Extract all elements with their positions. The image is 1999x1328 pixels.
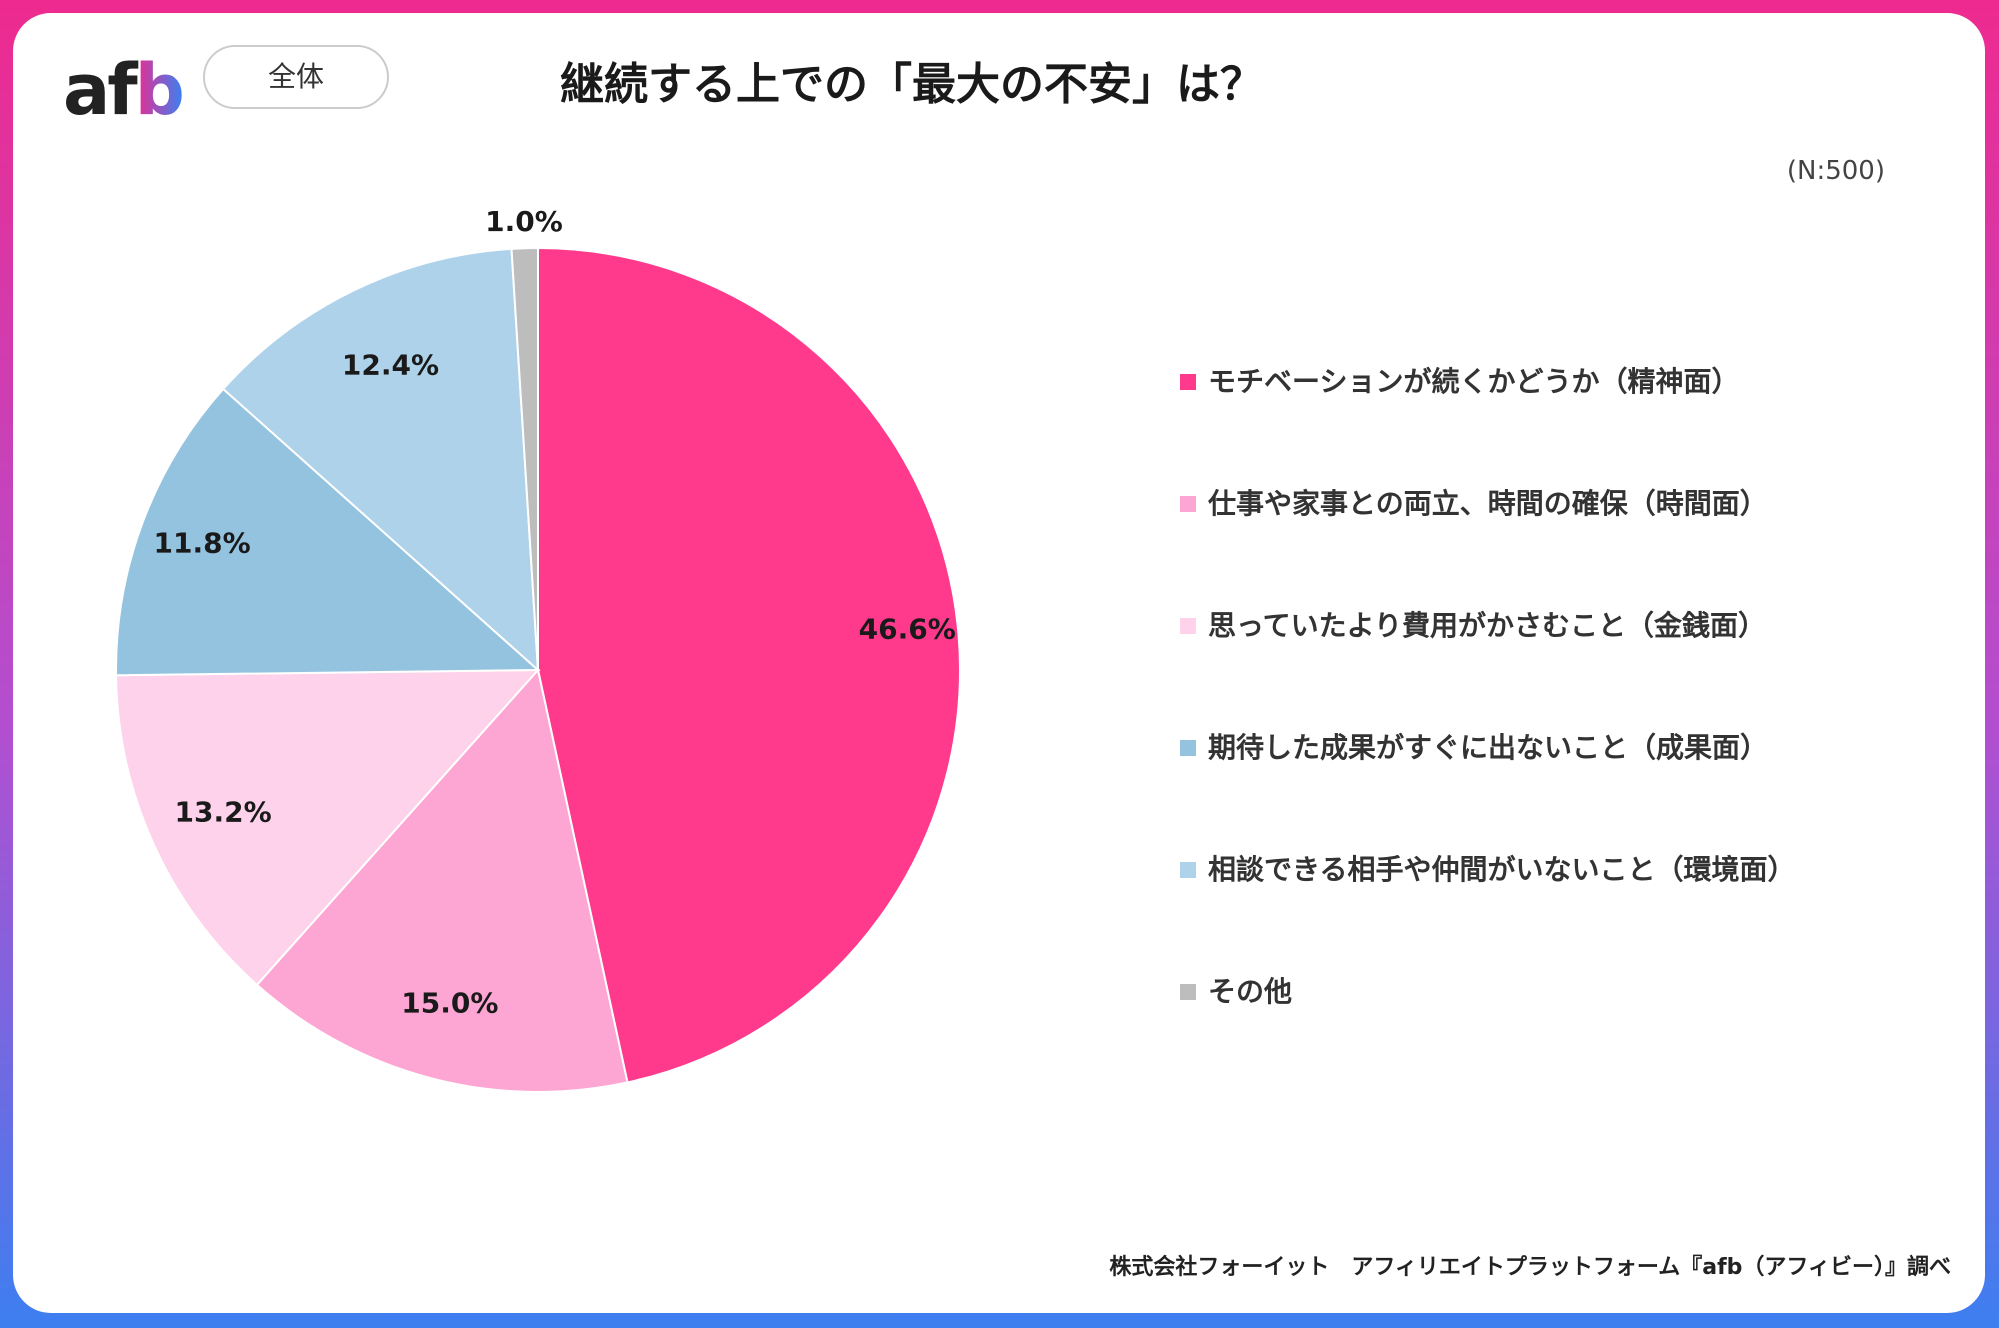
legend-swatch [1180, 984, 1196, 1000]
slice-value-label: 13.2% [174, 795, 271, 828]
slice-value-label: 46.6% [859, 612, 956, 645]
pie-slice [115, 387, 541, 677]
legend-swatch [1180, 496, 1196, 512]
legend-label: 仕事や家事との両立、時間の確保（時間面） [1208, 487, 1768, 520]
legend-swatch [1180, 862, 1196, 878]
legend: モチベーションが続くかどうか（精神面） 仕事や家事との両立、時間の確保（時間面） 思… [1180, 360, 1940, 1092]
pie-slice [221, 247, 540, 673]
legend-swatch [1180, 740, 1196, 756]
legend-label: その他 [1208, 975, 1293, 1008]
source-credit: 株式会社フォーイット アフィリエイトプラットフォーム『afb（アフィビー）』調べ [1109, 1255, 1951, 1280]
slice-value-label: 12.4% [342, 348, 439, 381]
pie-slice [537, 246, 962, 1084]
legend-item: モチベーションが続くかどうか（精神面） [1180, 360, 1940, 482]
legend-swatch [1180, 618, 1196, 634]
legend-label: モチベーションが続くかどうか（精神面） [1208, 365, 1740, 398]
pie-slice [115, 668, 541, 987]
segment-badge: 全体 [203, 45, 389, 109]
slice-value-label: 15.0% [401, 987, 498, 1020]
legend-label: 相談できる相手や仲間がいないこと（環境面） [1208, 853, 1796, 886]
logo-text-b: b [134, 49, 185, 131]
legend-item: 期待した成果がすぐに出ないこと（成果面） [1180, 726, 1940, 848]
afb-logo: afb [63, 50, 193, 130]
legend-item: 思っていたより費用がかさむこと（金銭面） [1180, 604, 1940, 726]
legend-swatch [1180, 374, 1196, 390]
legend-label: 期待した成果がすぐに出ないこと（成果面） [1208, 731, 1769, 764]
legend-item: 仕事や家事との両立、時間の確保（時間面） [1180, 482, 1940, 604]
sample-size-label: (N:500) [1786, 156, 1885, 186]
logo-text-af: af [63, 49, 138, 131]
legend-label: 思っていたより費用がかさむこと（金銭面） [1208, 609, 1767, 642]
pie-slice [510, 246, 539, 671]
chart-title: 継続する上での「最大の不安」は？ [560, 59, 1264, 110]
legend-item: その他 [1180, 970, 1940, 1092]
legend-item: 相談できる相手や仲間がいないこと（環境面） [1180, 848, 1940, 970]
slice-value-label: 11.8% [153, 526, 250, 559]
pie-slice [255, 667, 629, 1093]
slice-value-label: 1.0% [485, 205, 563, 238]
